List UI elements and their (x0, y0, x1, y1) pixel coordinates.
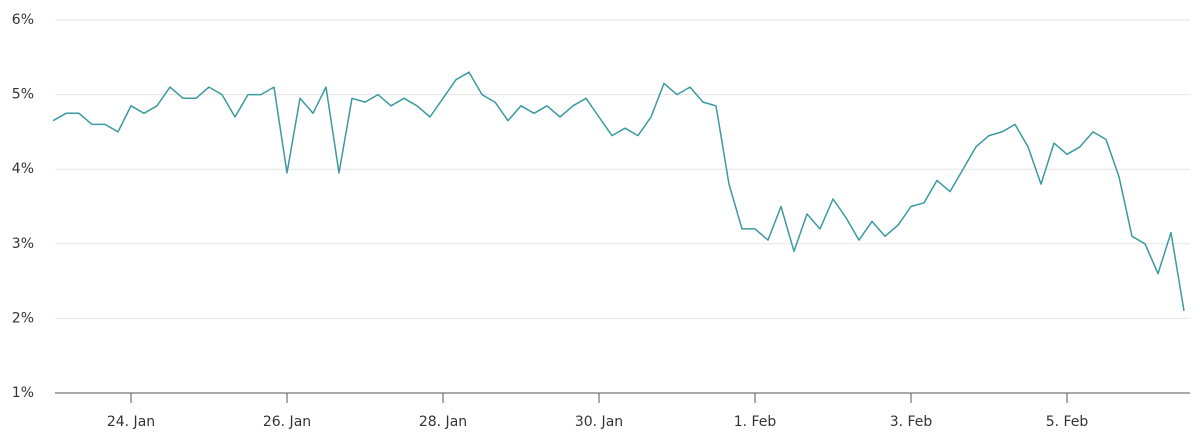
y-tick-label: 2% (12, 310, 34, 326)
y-tick-label: 5% (12, 87, 34, 103)
x-tick-label: 3. Feb (890, 414, 933, 430)
y-tick-label: 6% (12, 12, 34, 28)
x-tick-label: 24. Jan (107, 414, 155, 430)
x-tick-label: 1. Feb (734, 414, 777, 430)
x-tick-label: 5. Feb (1046, 414, 1089, 430)
y-tick-label: 4% (12, 161, 34, 177)
x-tick-label: 28. Jan (419, 414, 467, 430)
y-tick-label: 1% (12, 385, 34, 401)
x-tick-label: 30. Jan (575, 414, 623, 430)
data-line (52, 71, 1185, 312)
x-tick-label: 26. Jan (263, 414, 311, 430)
y-tick-label: 3% (12, 236, 34, 252)
